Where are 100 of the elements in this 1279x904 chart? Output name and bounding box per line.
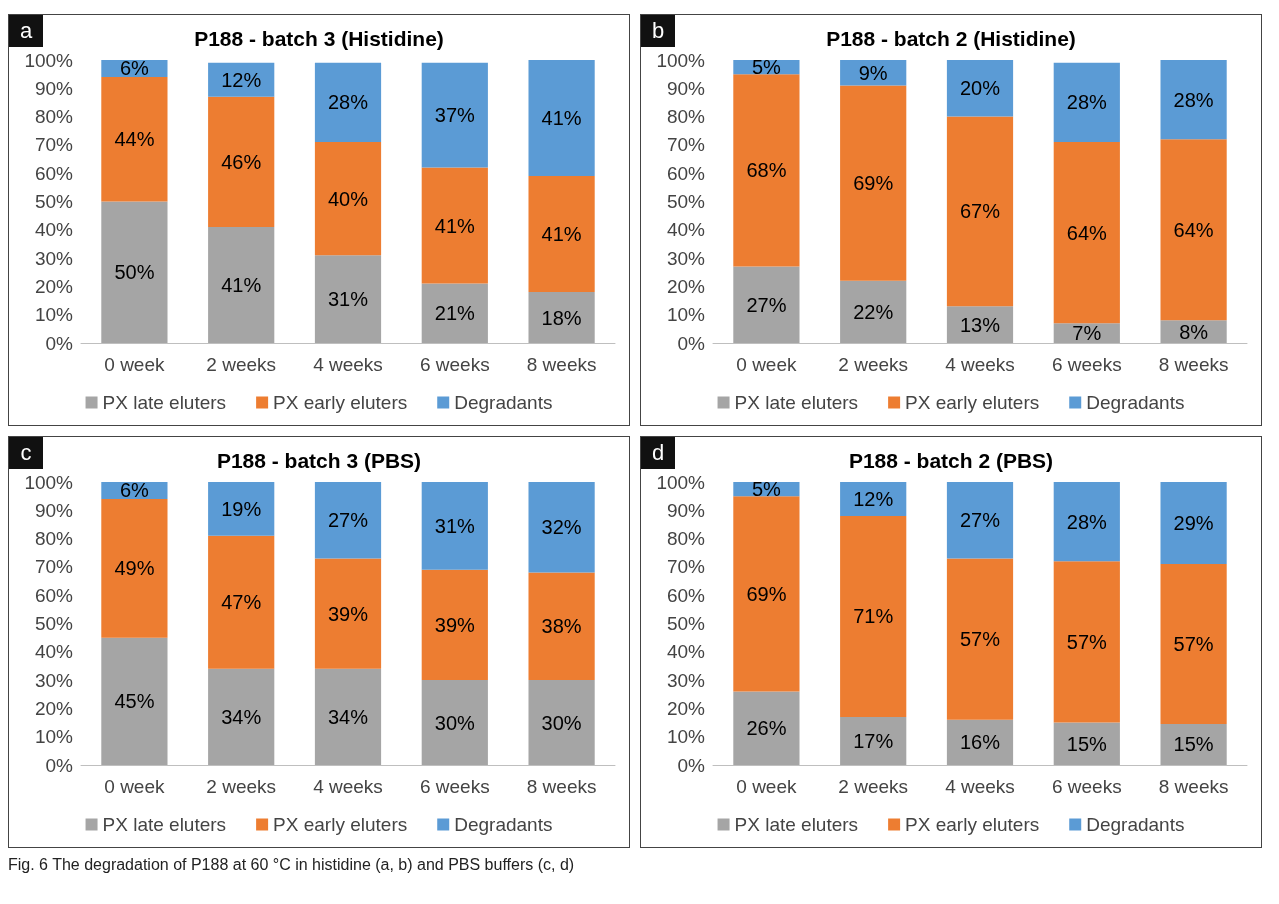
y-tick-label: 80% [34,106,74,128]
x-tick-label: 0 week [736,776,797,797]
chart-title: P188 - batch 3 (Histidine) [194,27,444,50]
data-label: 64% [1173,218,1214,241]
data-label: 40% [327,187,369,210]
y-tick-label: 10% [34,726,74,748]
data-label: 8% [1179,320,1209,343]
bar [1053,561,1120,723]
legend-label: PX late eluters [734,814,859,835]
bar [840,85,907,281]
data-label: 44% [114,128,155,151]
bar [421,482,488,570]
data-label: 17% [853,729,894,752]
y-tick-label: 30% [34,669,74,691]
data-label: 34% [221,705,262,728]
x-tick-label: 8 weeks [1158,776,1229,797]
bar [314,142,382,256]
data-label: 19% [221,497,262,520]
data-label: 28% [327,91,369,114]
y-tick-label: 50% [666,613,706,634]
y-tick-label: 100% [656,471,706,493]
bar [946,558,1014,720]
data-label: 12% [221,68,262,91]
data-label: 45% [114,690,155,713]
legend-label: PX early eluters [905,814,1040,835]
data-label: 41% [221,273,262,296]
x-tick-label: 6 weeks [419,354,490,375]
data-label: 71% [853,605,894,628]
bar [208,535,275,669]
y-tick-label: 80% [666,106,706,128]
bar [840,280,907,343]
text: b [641,15,675,47]
y-tick-label: 20% [34,275,74,297]
bar [314,558,382,669]
legend-label: PX late eluters [734,392,859,413]
data-label: 9% [858,61,888,84]
caption: Fig. 6 The degradation of P188 at 60 °C in histidine (a, b) and PBS buffers (c, d) [8,856,576,874]
legend-label: PX early eluters [273,392,408,413]
data-label: 16% [959,731,1001,754]
data-label: 15% [1066,732,1108,755]
y-tick-label: 0% [677,332,706,354]
chart-title: P188 - batch 2 (PBS) [848,449,1054,472]
data-label: 30% [541,711,582,734]
legend-label: PX late eluters [102,814,227,835]
x-tick-label: 4 weeks [313,776,383,797]
data-label: 6% [119,57,150,80]
data-label: 47% [221,591,262,614]
bar [421,283,488,343]
bar [946,60,1014,117]
x-tick-label: 0 week [736,354,797,375]
x-tick-label: 6 weeks [1051,354,1122,375]
y-tick-label: 30% [666,669,706,691]
bar [421,680,488,765]
data-label: 41% [541,223,582,246]
y-tick-label: 80% [34,528,74,550]
bar [101,201,168,343]
y-tick-label: 50% [34,191,74,212]
y-tick-label: 40% [666,219,706,241]
bar [314,255,382,343]
bar [528,680,595,765]
x-tick-label: 2 weeks [838,776,909,797]
bar [1053,142,1120,324]
data-label: 41% [541,107,582,130]
bar [314,668,382,765]
bar [1053,62,1120,143]
data-label: 5% [751,478,782,501]
data-label: 22% [853,300,894,323]
x-tick-label: 2 weeks [206,354,277,375]
x-tick-label: 0 week [104,354,165,375]
x-tick-label: 8 weeks [526,776,597,797]
bar [946,719,1014,765]
data-label: 68% [746,159,787,182]
data-label: 31% [327,288,369,311]
data-label: 49% [114,557,155,580]
legend-label: PX early eluters [273,814,408,835]
y-tick-label: 70% [666,556,706,578]
bar [314,482,382,559]
x-tick-label: 4 weeks [945,354,1015,375]
x-tick-label: 0 week [104,776,165,797]
chart-title: P188 - batch 2 (Histidine) [826,27,1076,50]
bar [1160,482,1227,565]
y-tick-label: 90% [34,77,74,99]
y-tick-label: 40% [34,219,74,241]
text: c [9,437,43,469]
legend-label: Degradants [454,814,553,835]
legend-label: PX late eluters [102,392,227,413]
bar [421,167,488,284]
y-tick-label: 100% [24,49,74,71]
data-label: 32% [541,516,582,539]
y-tick-label: 40% [34,641,74,663]
x-tick-label: 2 weeks [206,776,277,797]
bar [733,266,800,343]
bar [208,668,275,765]
bar [1160,60,1227,140]
y-tick-label: 20% [666,275,706,297]
x-tick-label: 6 weeks [1051,776,1122,797]
bar [421,569,488,681]
bar [528,176,595,293]
y-tick-label: 30% [34,247,74,269]
bar [421,62,488,168]
